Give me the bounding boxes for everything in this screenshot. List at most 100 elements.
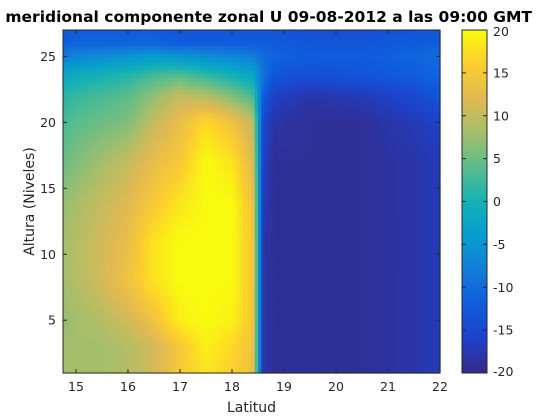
heatmap-cell	[199, 121, 204, 127]
heatmap-cell	[69, 149, 74, 155]
heatmap-cell	[254, 193, 259, 199]
heatmap-cell	[82, 181, 87, 187]
heatmap-cell	[436, 145, 441, 151]
heatmap-cell	[271, 69, 275, 75]
heatmap-cell	[215, 193, 220, 199]
heatmap-cell	[267, 161, 272, 167]
heatmap-cell	[277, 149, 282, 155]
heatmap-cell	[235, 37, 240, 43]
heatmap-cell	[358, 69, 363, 75]
heatmap-cell	[118, 193, 123, 199]
heatmap-cell	[202, 137, 207, 143]
heatmap-cell	[82, 185, 87, 191]
heatmap-cell	[436, 30, 441, 35]
heatmap-cell	[401, 101, 405, 107]
heatmap-cell	[401, 53, 405, 59]
heatmap-cell	[436, 133, 441, 139]
heatmap-cell	[147, 97, 152, 103]
heatmap-cell	[170, 77, 175, 83]
heatmap-cell	[137, 173, 142, 179]
heatmap-cell	[303, 33, 308, 39]
heatmap-cell	[186, 117, 191, 123]
heatmap-cell	[378, 189, 383, 195]
heatmap-cell	[160, 61, 165, 67]
heatmap-cell	[173, 33, 178, 39]
heatmap-cell	[410, 133, 415, 139]
heatmap-cell	[430, 69, 435, 75]
heatmap-cell	[95, 105, 100, 111]
heatmap-cell	[202, 157, 207, 163]
heatmap-cell	[342, 173, 347, 179]
heatmap-cell	[124, 61, 129, 67]
heatmap-cell	[98, 129, 103, 135]
heatmap-cell	[206, 77, 210, 83]
heatmap-cell	[313, 189, 318, 195]
heatmap-cell	[76, 125, 80, 131]
heatmap-cell	[313, 101, 318, 107]
heatmap-cell	[79, 89, 84, 95]
heatmap-cell	[332, 101, 337, 107]
heatmap-cell	[362, 41, 366, 47]
heatmap-cell	[371, 197, 376, 203]
heatmap-cell	[157, 189, 162, 195]
heatmap-cell	[290, 37, 295, 43]
heatmap-cell	[163, 121, 168, 127]
heatmap-cell	[319, 109, 324, 115]
heatmap-cell	[199, 161, 204, 167]
heatmap-cell	[102, 69, 106, 75]
heatmap-cell	[199, 65, 204, 71]
heatmap-cell	[69, 185, 74, 191]
heatmap-cell	[225, 181, 230, 187]
heatmap-cell	[193, 41, 197, 47]
heatmap-cell	[430, 141, 435, 147]
heatmap-cell	[196, 161, 201, 167]
heatmap-cell	[355, 81, 360, 87]
heatmap-cell	[319, 117, 324, 123]
heatmap-cell	[287, 169, 292, 175]
heatmap-cell	[189, 65, 194, 71]
heatmap-cell	[128, 153, 132, 159]
heatmap-cell	[137, 161, 142, 167]
heatmap-cell	[339, 49, 344, 55]
heatmap-cell	[232, 165, 236, 171]
heatmap-cell	[98, 121, 103, 127]
heatmap-cell	[394, 181, 399, 187]
heatmap-cell	[69, 30, 74, 35]
heatmap-cell	[251, 57, 256, 63]
heatmap-cell	[378, 161, 383, 167]
heatmap-cell	[345, 149, 350, 155]
heatmap-cell	[258, 197, 262, 203]
heatmap-cell	[329, 30, 334, 35]
heatmap-cell	[245, 30, 249, 35]
heatmap-cell	[154, 193, 158, 199]
heatmap-cell	[280, 33, 285, 39]
heatmap-cell	[196, 177, 201, 183]
heatmap-cell	[183, 97, 188, 103]
heatmap-cell	[245, 137, 249, 143]
heatmap-cell	[420, 57, 425, 63]
heatmap-cell	[339, 177, 344, 183]
heatmap-cell	[368, 125, 373, 131]
heatmap-cell	[102, 125, 106, 131]
heatmap-cell	[79, 57, 84, 63]
heatmap-cell	[160, 45, 165, 51]
heatmap-cell	[391, 45, 396, 51]
heatmap-cell	[267, 65, 272, 71]
heatmap-cell	[290, 77, 295, 83]
heatmap-cell	[134, 153, 139, 159]
heatmap-cell	[410, 81, 415, 87]
heatmap-cell	[427, 161, 431, 167]
heatmap-cell	[134, 189, 139, 195]
heatmap-cell	[388, 149, 392, 155]
heatmap-cell	[115, 153, 119, 159]
heatmap-cell	[381, 53, 386, 59]
heatmap-cell	[300, 81, 305, 87]
heatmap-cell	[345, 33, 350, 39]
heatmap-cell	[365, 185, 370, 191]
heatmap-cell	[284, 30, 288, 35]
heatmap-cell	[394, 109, 399, 115]
heatmap-cell	[193, 73, 197, 79]
heatmap-cell	[284, 113, 288, 119]
heatmap-cell	[232, 185, 236, 191]
heatmap-cell	[290, 165, 295, 171]
